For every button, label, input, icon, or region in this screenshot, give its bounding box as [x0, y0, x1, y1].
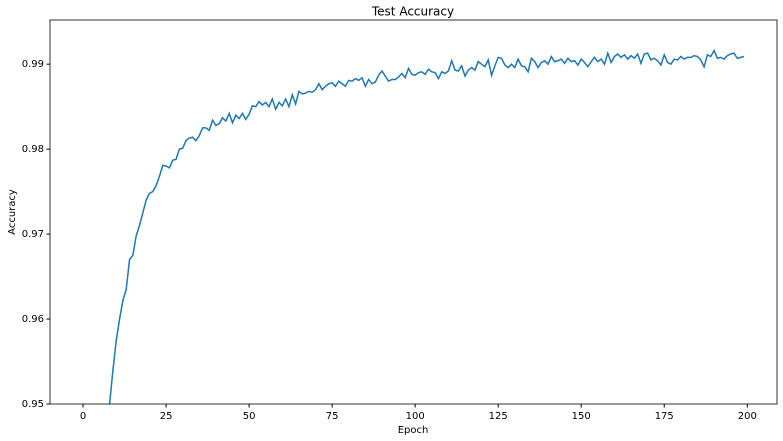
y-tick-label: 0.95	[22, 399, 44, 410]
x-tick-label: 200	[738, 411, 757, 422]
x-tick-label: 175	[655, 411, 674, 422]
x-tick-label: 150	[572, 411, 591, 422]
y-tick-label: 0.99	[22, 59, 44, 70]
y-tick-label: 0.98	[22, 144, 44, 155]
chart-title: Test Accuracy	[371, 5, 454, 19]
x-tick-label: 25	[160, 411, 173, 422]
plot-frame	[49, 19, 778, 405]
y-tick-label: 0.97	[22, 229, 44, 240]
x-tick-label: 75	[326, 411, 339, 422]
x-tick-label: 100	[406, 411, 425, 422]
x-tick-label: 50	[243, 411, 256, 422]
data-line	[108, 48, 745, 404]
x-tick-label: 125	[489, 411, 508, 422]
x-axis-label: Epoch	[398, 425, 429, 436]
y-axis-label: Accuracy	[7, 189, 18, 235]
x-tick-label: 0	[80, 411, 86, 422]
y-tick-label: 0.96	[22, 314, 44, 325]
